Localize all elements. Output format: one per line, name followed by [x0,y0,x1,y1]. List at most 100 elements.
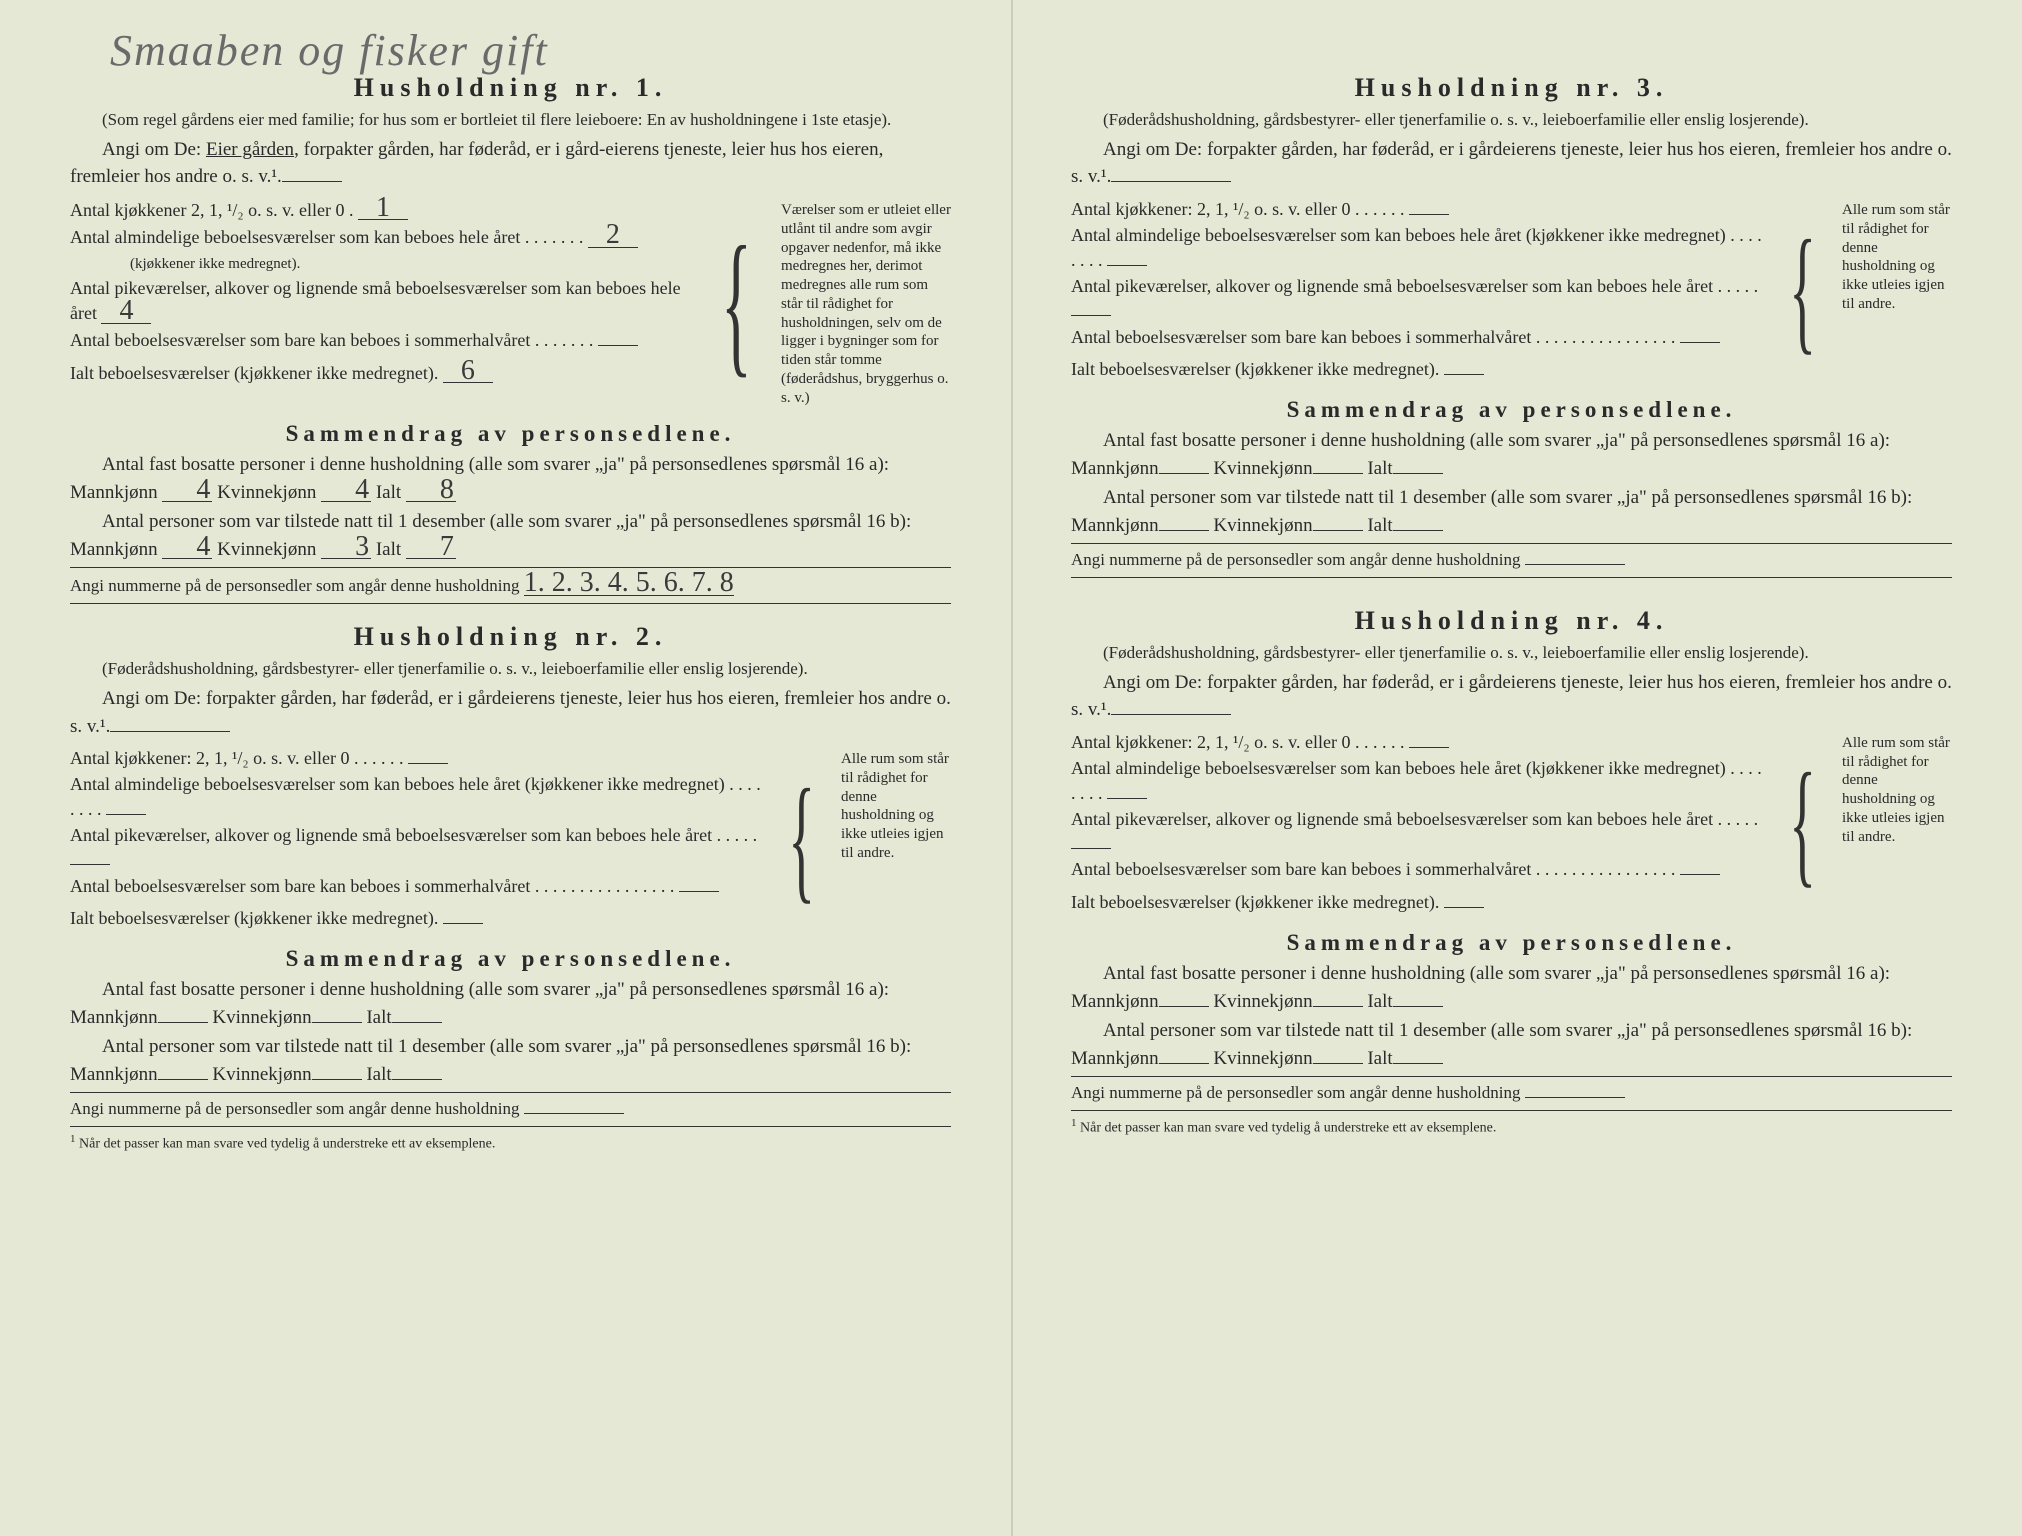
brace-icon: { [721,230,752,374]
footnote-left: 1 Når det passer kan man svare ved tydel… [70,1133,951,1153]
h1-pike-label: Antal pikeværelser, alkover og lignende … [70,278,681,323]
h4-rooms-left: Antal kjøkkener: 2, 1, ¹/₂ o. s. v. elle… [1071,730,1763,916]
h1-pike-val: 4 [101,300,151,323]
h1-sommer-label: Antal beboelsesværelser som bare kan beb… [70,330,593,350]
h4-fast: Antal fast bosatte personer i denne hush… [1071,960,1952,1015]
h1-kjokken-val: 1 [358,197,408,220]
h2-alm-label: Antal almindelige beboelsesværelser som … [70,774,761,818]
h3-tilstede-label: Antal personer som var tilstede natt til… [1071,487,1912,536]
h3-kvinne-label: Kvinnekjønn [1213,458,1312,479]
h2-summary-title: Sammendrag av personsedlene. [70,946,951,972]
h1-nummerne-label: Angi nummerne på de personsedler som ang… [70,576,519,595]
h2-title: Husholdning nr. 2. [70,622,951,652]
right-page: Husholdning nr. 3. (Føderådshusholdning,… [1011,0,2022,1536]
h4-nummerne: Angi nummerne på de personsedler som ang… [1071,1081,1952,1106]
h4-kvinne-label2: Kvinnekjønn [1213,1048,1312,1069]
divider [1071,577,1952,578]
h4-angi-text: Angi om De: forpakter gården, har føderå… [1071,672,1952,721]
footnote-num2: 1 [1071,1117,1077,1129]
h1-ialt-val: 6 [443,360,493,383]
h2-sommer-label: Antal beboelsesværelser som bare kan beb… [70,876,674,896]
h1-angi-underline: Eier gården [206,139,294,160]
h3-intro: (Føderådshusholdning, gårdsbestyrer- ell… [1071,109,1952,132]
h1-alm-sub: (kjøkkener ikke medregnet). [130,256,300,272]
divider [70,567,951,568]
h1-kvinne-label2: Kvinnekjønn [217,539,316,560]
h3-tilstede: Antal personer som var tilstede natt til… [1071,484,1952,539]
h2-angi-text: Angi om De: forpakter gården, har føderå… [70,688,951,737]
h4-sidenote: Alle rum som står til rådighet for denne… [1842,730,1952,847]
h1-fast-m: 4 [162,479,212,502]
h2-rooms-left: Antal kjøkkener: 2, 1, ¹/₂ o. s. v. elle… [70,746,762,932]
h4-rooms: Antal kjøkkener: 2, 1, ¹/₂ o. s. v. elle… [1071,730,1952,916]
h4-ialt-label: Ialt beboelsesværelser (kjøkkener ikke m… [1071,892,1439,912]
h1-kjokken-label: Antal kjøkkener 2, 1, ¹/₂ o. s. v. eller… [70,200,353,220]
h2-kvinne-label2: Kvinnekjønn [212,1064,311,1085]
document-spread: Smaaben og fisker gift Husholdning nr. 1… [0,0,2022,1536]
h1-intro: (Som regel gårdens eier med familie; for… [70,109,951,132]
h2-pike-label: Antal pikeværelser, alkover og lignende … [70,825,757,845]
footnote-num: 1 [70,1133,76,1145]
h3-sidenote: Alle rum som står til rådighet for denne… [1842,197,1952,314]
h4-nummerne-label: Angi nummerne på de personsedler som ang… [1071,1083,1520,1102]
h3-ialt-label: Ialt beboelsesværelser (kjøkkener ikke m… [1071,359,1439,379]
h2-angi: Angi om De: forpakter gården, har føderå… [70,685,951,740]
handwriting-annotation: Smaaben og fisker gift [110,25,549,76]
h1-angi: Angi om De: Eier gården, forpakter gårde… [70,136,951,191]
h3-ialt-label3: Ialt [1367,515,1392,536]
h3-rooms-left: Antal kjøkkener: 2, 1, ¹/₂ o. s. v. elle… [1071,197,1763,383]
h1-angi-prefix: Angi om De: [102,139,206,160]
h1-ialt-label3: Ialt [376,539,401,560]
h3-alm-label: Antal almindelige beboelsesværelser som … [1071,225,1762,269]
h4-ialt-label2: Ialt [1367,991,1392,1012]
h4-kjokken-label: Antal kjøkkener: 2, 1, ¹/₂ o. s. v. elle… [1071,732,1404,752]
h2-fast-label: Antal fast bosatte personer i denne hush… [70,979,889,1028]
footnote-right: 1 Når det passer kan man svare ved tydel… [1071,1117,1952,1137]
h1-nummerne-val: 1. 2. 3. 4. 5. 6. 7. 8 [524,572,734,595]
h4-kvinne-label: Kvinnekjønn [1213,991,1312,1012]
h1-kvinne-label: Kvinnekjønn [217,482,316,503]
h2-ialt-label: Ialt beboelsesværelser (kjøkkener ikke m… [70,908,438,928]
h3-kvinne-label2: Kvinnekjønn [1213,515,1312,536]
h2-tilstede: Antal personer som var tilstede natt til… [70,1033,951,1088]
divider [70,1126,951,1127]
h4-fast-label: Antal fast bosatte personer i denne hush… [1071,963,1890,1012]
h1-tilstede: Antal personer som var tilstede natt til… [70,508,951,563]
h3-pike-label: Antal pikeværelser, alkover og lignende … [1071,276,1758,296]
h4-pike-label: Antal pikeværelser, alkover og lignende … [1071,809,1758,829]
h3-sommer-label: Antal beboelsesværelser som bare kan beb… [1071,327,1675,347]
h1-ialt-label2: Ialt [376,482,401,503]
h3-rooms: Antal kjøkkener: 2, 1, ¹/₂ o. s. v. elle… [1071,197,1952,383]
h2-rooms: Antal kjøkkener: 2, 1, ¹/₂ o. s. v. elle… [70,746,951,932]
h1-sidenote: Værelser som er utleiet eller utlånt til… [781,197,951,407]
h1-fast-i: 8 [406,479,456,502]
h1-til-i: 7 [406,536,456,559]
h3-angi: Angi om De: forpakter gården, har føderå… [1071,136,1952,191]
h4-title: Husholdning nr. 4. [1071,606,1952,636]
h2-fast: Antal fast bosatte personer i denne hush… [70,976,951,1031]
h3-nummerne-label: Angi nummerne på de personsedler som ang… [1071,550,1520,569]
h1-ialt-label: Ialt beboelsesværelser (kjøkkener ikke m… [70,363,438,383]
h2-kvinne-label: Kvinnekjønn [212,1007,311,1028]
footnote-text2: Når det passer kan man svare ved tydelig… [1080,1121,1496,1136]
divider [70,603,951,604]
h3-summary-title: Sammendrag av personsedlene. [1071,397,1952,423]
left-page: Husholdning nr. 1. (Som regel gårdens ei… [0,0,1011,1536]
h3-nummerne: Angi nummerne på de personsedler som ang… [1071,548,1952,573]
h1-rooms-left: Antal kjøkkener 2, 1, ¹/₂ o. s. v. eller… [70,197,692,387]
h3-fast: Antal fast bosatte personer i denne hush… [1071,427,1952,482]
h3-kjokken-label: Antal kjøkkener: 2, 1, ¹/₂ o. s. v. elle… [1071,199,1404,219]
h1-alm-val: 2 [588,224,638,247]
h1-fast: Antal fast bosatte personer i denne hush… [70,451,951,506]
h1-sommer-val [598,345,638,346]
h4-intro: (Føderådshusholdning, gårdsbestyrer- ell… [1071,642,1952,665]
h3-fast-label: Antal fast bosatte personer i denne hush… [1071,430,1890,479]
h3-angi-text: Angi om De: forpakter gården, har føderå… [1071,139,1952,188]
h3-title: Husholdning nr. 3. [1071,73,1952,103]
brace-icon: { [1789,227,1816,353]
page-fold [1011,0,1013,1536]
h4-alm-label: Antal almindelige beboelsesværelser som … [1071,758,1762,802]
h1-title: Husholdning nr. 1. [70,73,951,103]
h2-ialt-label2: Ialt [366,1007,391,1028]
h2-intro: (Føderådshusholdning, gårdsbestyrer- ell… [70,658,951,681]
